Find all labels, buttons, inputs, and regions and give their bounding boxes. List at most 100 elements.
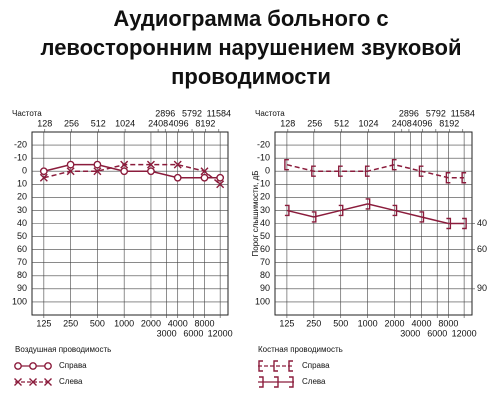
- y-tick-label: 60: [17, 244, 27, 254]
- y-tick-label: 90: [17, 283, 27, 293]
- legend-title: Воздушная проводимость: [15, 345, 111, 354]
- x-tick-label: 1000: [114, 318, 134, 328]
- x-tick-label: 250: [63, 318, 78, 328]
- title-line: проводимости: [171, 64, 331, 89]
- x-top-tick-label: 4096: [412, 118, 432, 128]
- marker: [392, 204, 398, 217]
- marker: [173, 173, 182, 182]
- y-tick-label: 70: [260, 257, 270, 267]
- x-tick-label: 6000: [183, 328, 203, 338]
- x-top-tick-label: 1024: [115, 118, 135, 128]
- y-tick-label: 0: [22, 166, 27, 176]
- x-top-tick-label: 128: [280, 118, 295, 128]
- marker: [338, 165, 343, 177]
- legend-marker: [44, 378, 52, 386]
- title-line: левосторонним нарушением звуковой: [41, 35, 462, 60]
- series-line: [286, 203, 465, 225]
- legend-label: Слева: [59, 377, 83, 386]
- x-top-tick-label: 512: [91, 118, 106, 128]
- title-line: Аудиограмма больного с: [113, 6, 388, 31]
- marker: [364, 165, 370, 177]
- x-top-tick-label: 2408: [148, 118, 168, 128]
- y-tick-label: 30: [17, 205, 27, 215]
- series-line: [43, 163, 221, 179]
- y-tick-label: 50: [260, 231, 270, 241]
- marker: [284, 158, 289, 171]
- legend-marker: [288, 360, 293, 372]
- x-top-tick-label: 256: [307, 118, 322, 128]
- legend-marker: [274, 376, 279, 388]
- x-tick-label: 2000: [141, 318, 161, 328]
- y-tick-label: 60: [260, 244, 270, 254]
- y-tick-label: 40: [17, 218, 27, 228]
- marker: [445, 172, 451, 184]
- legend-label: Слева: [302, 377, 326, 386]
- marker: [120, 167, 129, 176]
- x-tick-label: 250: [306, 318, 321, 328]
- legend-marker: [273, 360, 278, 372]
- legend-marker: [14, 362, 22, 370]
- marker: [419, 211, 425, 223]
- x-tick-label: 6000: [427, 328, 447, 338]
- x-tick-label: 8000: [438, 318, 458, 328]
- legend-marker: [259, 376, 264, 388]
- legend-label: Справа: [302, 361, 330, 370]
- x-tick-label: 12000: [208, 328, 233, 338]
- marker: [39, 173, 48, 182]
- x-top-tick-label: 11584: [207, 108, 231, 118]
- y2-tick-label: 90: [477, 283, 487, 293]
- y-tick-label: -10: [14, 153, 27, 163]
- y-tick-label: -20: [14, 139, 27, 149]
- x-tick-label: 3000: [400, 328, 420, 338]
- x-tick-label: 3000: [157, 328, 177, 338]
- y-tick-label: 40: [260, 218, 270, 228]
- y-tick-label: 10: [260, 179, 270, 189]
- y-tick-label: 30: [260, 205, 270, 215]
- series-line: [43, 163, 221, 185]
- y-tick-label: 10: [17, 179, 27, 189]
- y-tick-label: 80: [17, 270, 27, 280]
- x-top-tick-label: 2896: [399, 108, 419, 118]
- x-tick-label: 8000: [194, 318, 214, 328]
- legend-marker: [29, 378, 37, 386]
- marker: [93, 167, 102, 176]
- marker: [338, 204, 344, 217]
- legend-marker: [258, 360, 263, 372]
- y-tick-label: 100: [255, 296, 270, 306]
- y2-tick-label: 60: [477, 244, 487, 254]
- x-top-tick-label: 2408: [392, 118, 412, 128]
- x-tick-label: 1000: [358, 318, 378, 328]
- marker: [418, 165, 424, 177]
- x-tick-label: 2000: [385, 318, 405, 328]
- marker: [39, 167, 48, 176]
- legend-marker: [44, 362, 52, 370]
- x-tick-label: 500: [90, 318, 105, 328]
- y-tick-label: 90: [260, 283, 270, 293]
- x-top-tick-label: 256: [64, 118, 79, 128]
- x-tick-label: 4000: [168, 318, 188, 328]
- x-top-tick-label: 2896: [155, 108, 175, 118]
- marker: [93, 160, 102, 169]
- x-axis-label: Частота: [12, 109, 42, 118]
- x-top-tick-label: 512: [334, 118, 349, 128]
- legend-marker: [14, 378, 22, 386]
- marker: [365, 198, 371, 210]
- x-top-tick-label: 128: [37, 118, 52, 128]
- marker: [146, 160, 155, 169]
- x-top-tick-label: 1024: [359, 118, 379, 128]
- y-tick-label: 20: [260, 192, 270, 202]
- marker: [216, 180, 225, 189]
- legend-marker: [29, 362, 37, 370]
- x-tick-label: 125: [36, 318, 51, 328]
- marker: [391, 158, 397, 171]
- legend-title: Костная проводимость: [258, 345, 343, 354]
- x-top-tick-label: 5792: [426, 108, 446, 118]
- x-top-tick-label: 4096: [169, 118, 189, 128]
- y-tick-label: 100: [12, 296, 27, 306]
- marker: [311, 211, 317, 223]
- y-tick-label: 0: [265, 166, 270, 176]
- y-tick-label: 70: [17, 257, 27, 267]
- y-tick-label: 50: [17, 231, 27, 241]
- y2-tick-label: 40: [477, 218, 487, 228]
